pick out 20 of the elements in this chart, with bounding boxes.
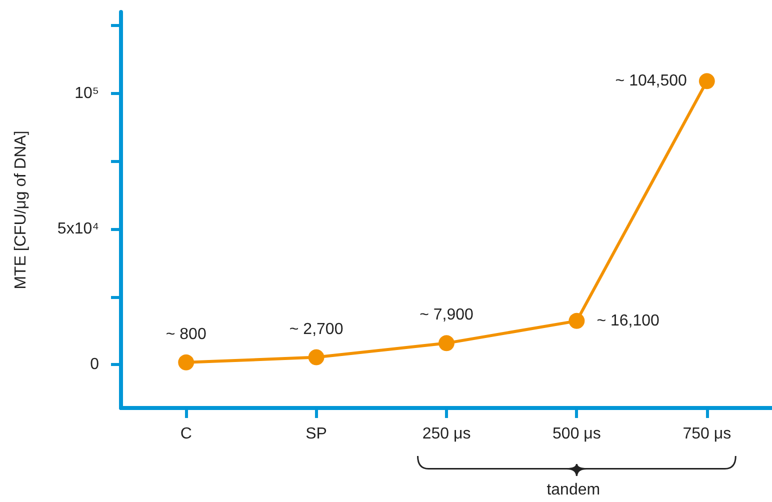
point [568,312,585,329]
data-label: ~ 800 [166,326,206,343]
y-axis-title: MTE [CFU/μg of DNA] [12,130,30,290]
y-tick-label: 10⁵ [74,84,99,102]
point [698,73,715,90]
y-tick-label: 0 [90,356,100,374]
x-tick-label: SP [306,426,327,442]
y-tick-label: 5x10⁴ [57,220,100,238]
data-label: ~ 2,700 [289,320,344,338]
data-label: ~ 104,500 [615,72,687,90]
x-tick-label: 500 μs [552,426,601,442]
x-tick-label: C [180,426,192,442]
data-label: ~ 16,100 [596,312,660,330]
x-tick-label: 250 μs [422,426,471,442]
data-label: ~ 7,900 [420,306,474,324]
point [438,335,454,352]
point [308,349,324,366]
point [178,354,194,370]
x-tick-label: 750 μs [682,426,732,442]
text: tandem [546,482,600,498]
